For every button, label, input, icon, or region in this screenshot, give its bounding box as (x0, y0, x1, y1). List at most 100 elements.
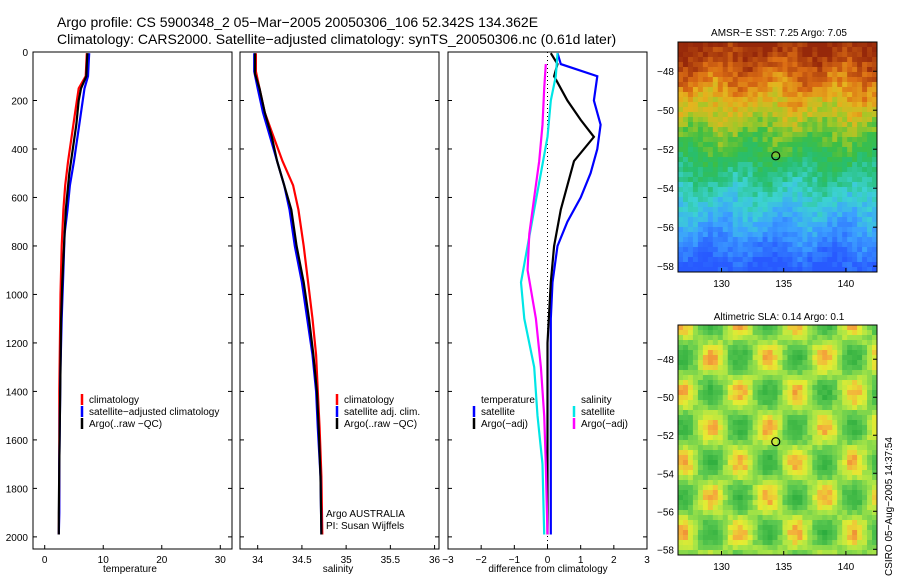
map-cell (687, 172, 694, 178)
map-cell (712, 400, 719, 406)
map-cell (817, 485, 823, 491)
map-cell (742, 385, 749, 391)
map-cell (717, 445, 724, 451)
map-cell (807, 485, 813, 491)
map-cell (687, 97, 694, 103)
map-cell (802, 475, 808, 481)
map-cell (722, 77, 729, 83)
map-cell (847, 470, 853, 476)
map-cell (787, 187, 793, 193)
map-cell (857, 187, 863, 193)
map-cell (712, 197, 719, 203)
map-cell (757, 370, 763, 376)
map-cell (837, 485, 843, 491)
map-cell (847, 107, 853, 113)
map-cell (832, 227, 838, 233)
map-cell (792, 510, 798, 516)
map-cell (772, 222, 778, 228)
map-cell (822, 82, 828, 88)
map-cell (707, 247, 714, 253)
map-cell (782, 440, 788, 446)
map-cell (692, 505, 699, 511)
map-cell (707, 237, 714, 243)
map-cell (702, 480, 709, 486)
map-cell (832, 72, 838, 78)
map-cell (742, 500, 749, 506)
map-cell (847, 375, 853, 381)
map-cell (752, 47, 759, 53)
map-cell (682, 197, 689, 203)
map-cell (837, 360, 843, 366)
map-cell (692, 137, 699, 143)
map-cell (722, 47, 729, 53)
map-cell (752, 530, 759, 536)
map-cell (832, 142, 838, 148)
map-cell (678, 77, 684, 83)
map-cell (837, 107, 843, 113)
map-cell (732, 162, 739, 168)
map-cell (872, 445, 878, 451)
map-cell (852, 330, 858, 336)
map-cell (702, 405, 709, 411)
map-cell (842, 325, 848, 331)
map-cell (687, 475, 694, 481)
map-cell (678, 97, 684, 103)
map-cell (752, 237, 759, 243)
map-cell (827, 370, 833, 376)
map-cell (702, 157, 709, 163)
map-cell (747, 77, 754, 83)
map-cell (692, 47, 699, 53)
map-cell (702, 117, 709, 123)
legend-label-argo: Argo(..raw −QC) (344, 419, 417, 430)
map-cell (747, 212, 754, 218)
map-cell (797, 340, 803, 346)
map-cell (678, 475, 684, 481)
map-cell (692, 355, 699, 361)
map-cell (802, 550, 808, 556)
map-cell (827, 495, 833, 501)
map-cell (837, 67, 843, 73)
map-cell (722, 495, 729, 501)
map-cell (687, 460, 694, 466)
map-cell (717, 350, 724, 356)
map-cell (717, 390, 724, 396)
map-cell (797, 400, 803, 406)
map-cell (727, 97, 734, 103)
map-cell (807, 87, 813, 93)
map-cell (762, 122, 768, 128)
map-cell (727, 550, 734, 556)
map-cell (692, 485, 699, 491)
map-cell (737, 330, 744, 336)
map-cell (682, 217, 689, 223)
map-cell (722, 242, 729, 248)
map-cell (702, 535, 709, 541)
map-cell (757, 525, 763, 531)
map-cell (742, 380, 749, 386)
map-cell (682, 380, 689, 386)
map-cell (797, 530, 803, 536)
map-cell (867, 475, 873, 481)
map-cell (812, 515, 818, 521)
map-cell (752, 127, 759, 133)
map-cell (762, 460, 768, 466)
map-cell (837, 242, 843, 248)
map-cell (732, 147, 739, 153)
map-cell (702, 360, 709, 366)
map-cell (722, 415, 729, 421)
map-cell (702, 172, 709, 178)
map-cell (827, 330, 833, 336)
map-cell (742, 67, 749, 73)
map-cell (777, 92, 783, 98)
map-cell (857, 102, 863, 108)
map-cell (727, 107, 734, 113)
map-cell (792, 535, 798, 541)
map-cell (732, 252, 739, 258)
map-cell (762, 182, 768, 188)
map-cell (702, 485, 709, 491)
map-cell (792, 52, 798, 58)
map-cell (702, 410, 709, 416)
map-cell (687, 355, 694, 361)
map-cell (787, 142, 793, 148)
map-cell (802, 345, 808, 351)
map-cell (737, 340, 744, 346)
